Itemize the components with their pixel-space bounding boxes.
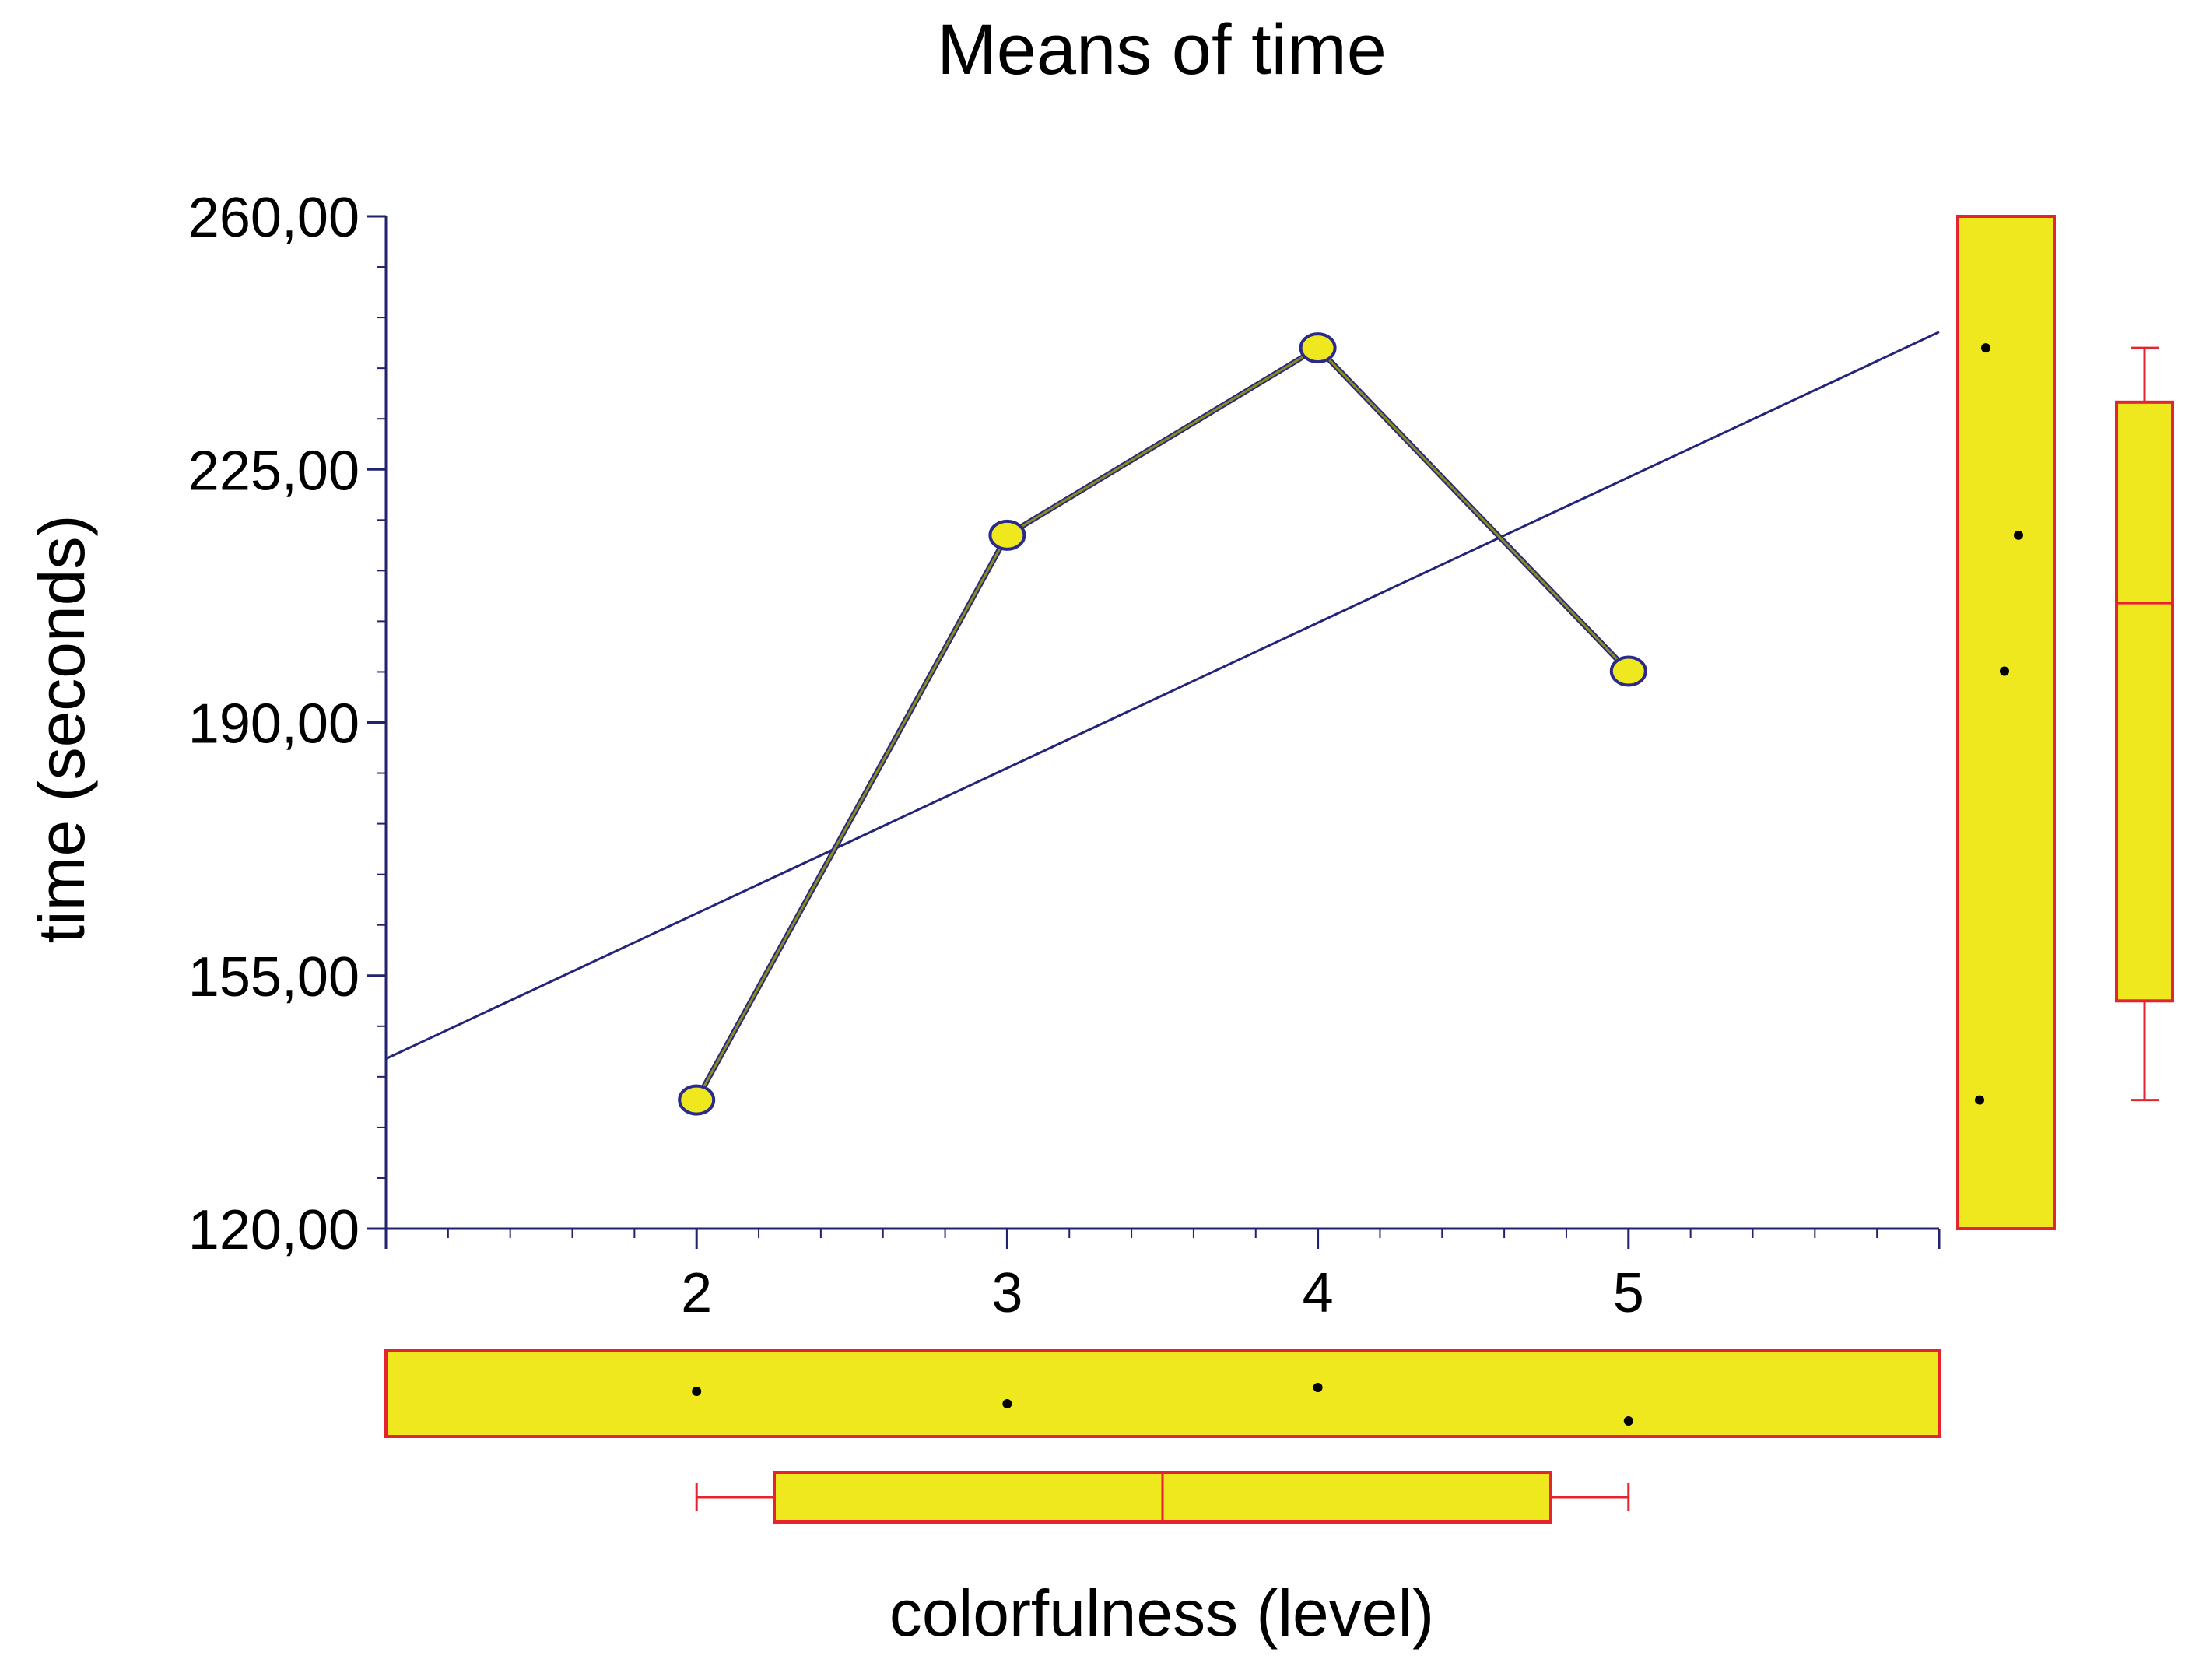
y-jitter-dot [2014,530,2023,540]
y-axis: 120,00 155,00 190,00 225,00 260,00 [188,187,388,1261]
x-tick-label: 4 [1303,1262,1334,1324]
x-jitter-dot [1623,1416,1633,1426]
data-point-marker [988,519,1026,551]
series-line-outline [694,344,1631,1102]
trend-line [385,331,1940,1060]
y-jitter-dot [2000,666,2009,676]
x-tick-label: 2 [681,1262,712,1324]
x-axis: 2 3 4 5 [384,1227,1941,1324]
x-jitter-dot [692,1387,702,1396]
y-tick-label: 260,00 [188,187,359,249]
data-point-marker [1609,655,1647,687]
y-tick-label: 120,00 [188,1199,359,1261]
series-group [678,332,1647,1116]
x-jitter-strip [384,1349,1941,1438]
data-point-marker [678,1084,716,1116]
y-jitter-dot [1975,1095,1984,1105]
x-jitter-dot [1002,1399,1012,1408]
x-jitter-dot [1313,1383,1323,1392]
y-jitter-strip [1956,215,2056,1230]
chart-title: Means of time [937,10,1387,89]
x-tick-label: 3 [991,1262,1022,1324]
y-tick-label: 155,00 [188,946,359,1008]
y-box [2115,400,2174,1003]
trend-line-group [385,331,1940,1060]
data-point-marker [1299,332,1337,364]
x-tick-label: 5 [1613,1262,1644,1324]
y-jitter-dot [1981,343,1990,353]
series-line [695,346,1629,1101]
right-marginal-plots [1956,215,2174,1230]
y-axis-label: time (seconds) [25,515,98,944]
y-tick-label: 225,00 [188,440,359,502]
x-axis-label: colorfulness (level) [889,1577,1434,1650]
y-tick-label: 190,00 [188,693,359,756]
bottom-marginal-plots [384,1349,1941,1524]
